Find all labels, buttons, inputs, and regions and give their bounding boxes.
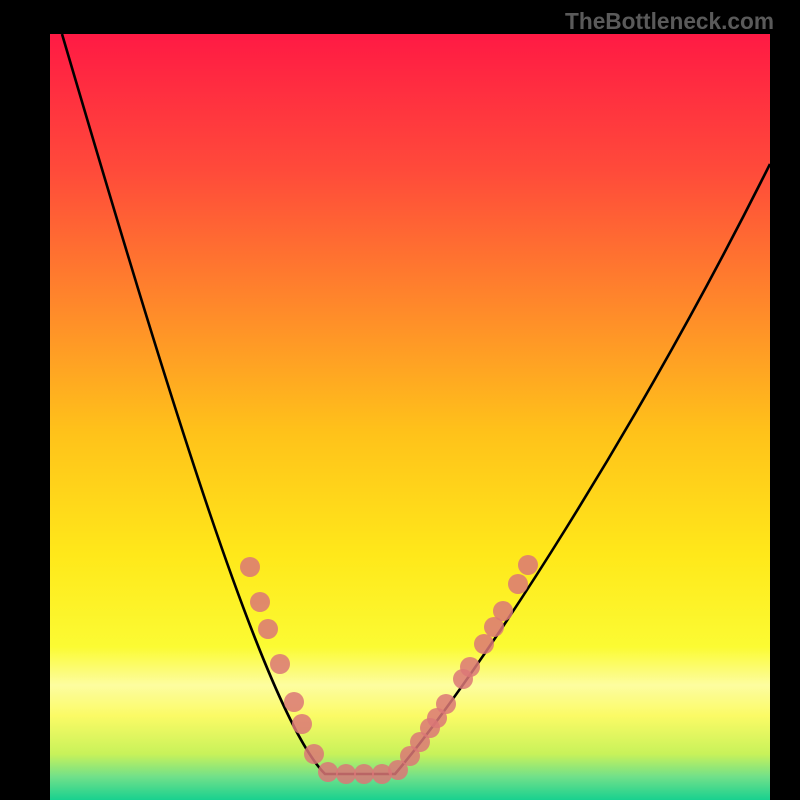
marker-left [304,744,324,764]
marker-left [258,619,278,639]
marker-bottom [336,764,356,784]
marker-left [292,714,312,734]
marker-right [474,634,494,654]
marker-right [508,574,528,594]
marker-left [270,654,290,674]
marker-right [436,694,456,714]
marker-bottom [318,762,338,782]
marker-left [240,557,260,577]
marker-left [250,592,270,612]
marker-bottom [354,764,374,784]
marker-right [518,555,538,575]
v-curve-line [62,34,770,774]
marker-right [493,601,513,621]
marker-left [284,692,304,712]
chart-svg [0,0,800,800]
marker-right [460,657,480,677]
watermark-text: TheBottleneck.com [565,8,774,35]
